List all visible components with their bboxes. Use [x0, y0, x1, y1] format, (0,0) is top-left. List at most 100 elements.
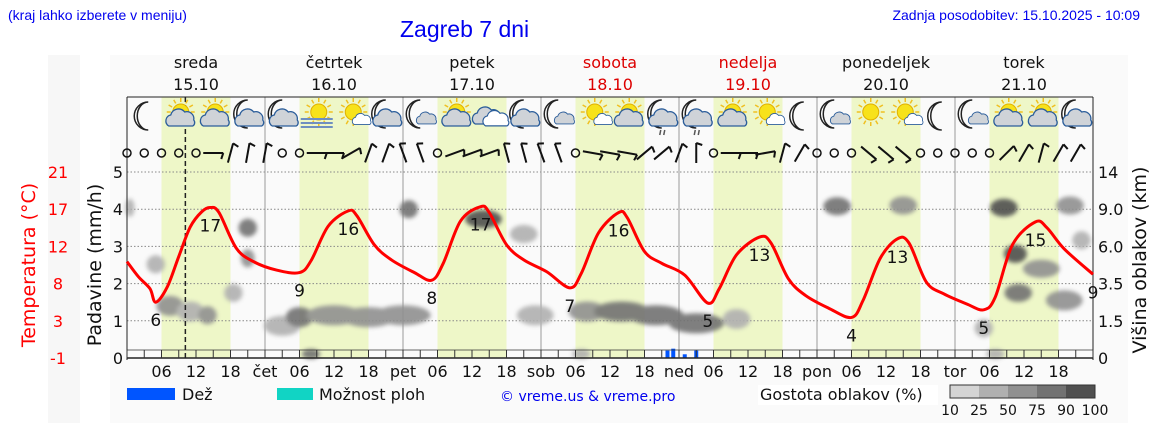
wind-calm-icon: [156, 148, 167, 158]
wind-shaft: [262, 142, 268, 164]
moon-small-cloud-icon: [543, 99, 575, 129]
cloud-height-tick: 0: [1098, 349, 1108, 368]
sun-ray: [771, 99, 775, 104]
cloud-icon: [441, 108, 472, 127]
sun-cloud-icon: [993, 98, 1024, 127]
x-hour-label: 12: [462, 362, 482, 381]
precip-tick: 4: [113, 200, 123, 219]
cloud-height-tick: 3.5: [1098, 275, 1123, 294]
wind-shaft: [599, 150, 621, 156]
wind-barb: [537, 142, 544, 145]
cloud-legend-bg: [758, 385, 938, 405]
sun-ray: [340, 116, 345, 120]
sun-ray: [637, 104, 642, 108]
temperature-label: 13: [749, 246, 771, 266]
cloud-cell: [889, 196, 918, 215]
wind-shaft: [636, 145, 653, 161]
cloud-scale-swatch: [1037, 385, 1066, 398]
rain-legend-swatch: [127, 388, 175, 400]
wind-barb-icon: [860, 145, 878, 164]
wind-barb: [887, 158, 895, 164]
cloud-scale-swatch: [1008, 385, 1037, 398]
sun-ray: [357, 99, 361, 104]
wind-shaft: [582, 150, 603, 156]
cloud-icon: [648, 108, 679, 127]
x-hour-label: 06: [151, 362, 171, 381]
moon-icon: [133, 101, 149, 131]
wind-calm-icon: [191, 148, 201, 158]
sun-ray: [759, 120, 763, 125]
sun-ray: [345, 99, 349, 104]
wind-shaft: [755, 150, 776, 156]
sun-small-cloud-icon: [753, 98, 786, 126]
day-name: ponedeljek: [842, 53, 931, 72]
sun-small-cloud-icon: [339, 98, 372, 126]
temperature-axis-label: Temperatura (°C): [18, 183, 40, 348]
temperature-label: 5: [978, 319, 989, 339]
wind-barb: [784, 142, 791, 148]
temperature-label: 7: [564, 297, 575, 317]
wind-barb: [615, 154, 621, 161]
cloud-overcast-icon: [471, 106, 510, 127]
sun-ray: [1030, 104, 1035, 108]
cloud-icon: [268, 108, 299, 127]
sun-ray: [219, 99, 223, 104]
wind-barb-icon: [582, 150, 604, 161]
sun-ray: [1051, 104, 1056, 108]
x-day-label: pon: [802, 362, 832, 381]
day-name: torek: [1003, 53, 1045, 72]
cloud-cell: [176, 301, 205, 322]
temperature-label: 9: [1088, 283, 1099, 303]
sun-ray: [863, 120, 867, 125]
wind-shaft: [793, 143, 806, 163]
wind-barb: [633, 154, 638, 161]
wind-calm-icon: [570, 148, 581, 158]
wind-shaft: [479, 148, 499, 158]
x-hour-label: 06: [979, 362, 999, 381]
wind-calm-icon: [174, 148, 184, 158]
temperature-line: [125, 204, 1094, 320]
wind-calm-icon: [915, 148, 926, 158]
wind-shaft: [653, 145, 671, 161]
cloud-height-tick: 1.5: [1098, 312, 1123, 331]
wind-shaft: [553, 143, 563, 163]
wind-barb: [497, 149, 500, 156]
wind-shaft: [342, 147, 361, 159]
precip-bar: [682, 354, 687, 358]
cloud-icon: [553, 111, 575, 125]
sun-ray: [858, 104, 863, 108]
sun-ray: [587, 99, 591, 104]
sun-cloud-icon: [165, 98, 196, 127]
moon-icon: [819, 99, 835, 129]
wind-barb: [416, 142, 424, 145]
x-day-label: tor: [944, 362, 967, 381]
temperature-label: 17: [470, 216, 492, 236]
temperature-tick: 21: [48, 163, 68, 182]
moon-icon: [405, 99, 421, 129]
sun-ray: [759, 99, 763, 104]
wind-barb-icon: [342, 147, 363, 159]
wind-barb-icon: [636, 145, 656, 161]
wind-barb-icon: [203, 152, 225, 160]
sun-ray: [633, 99, 637, 104]
temperature-label: 15: [1025, 231, 1047, 251]
location-hint[interactable]: (kraj lahko izberete v meniju): [8, 7, 187, 23]
page-title: Zagreb 7 dni: [400, 16, 530, 42]
cloud-cell: [568, 301, 606, 322]
sun-icon: [310, 103, 328, 121]
sun-ray: [345, 120, 349, 125]
cloud-cell: [668, 313, 724, 334]
sun-ray: [361, 104, 366, 108]
temperature-label: 16: [338, 220, 360, 240]
wind-barb: [388, 142, 395, 149]
cloud-cell: [301, 349, 321, 359]
precip-tick: 5: [113, 163, 123, 182]
credit-link[interactable]: © vreme.us & vreme.pro: [500, 389, 675, 405]
day-name: sreda: [174, 53, 218, 72]
sun-cloud-icon: [199, 98, 230, 127]
sun-ray: [897, 99, 901, 104]
wind-calm-icon: [432, 148, 443, 158]
cloud-cell: [986, 349, 1005, 359]
wind-shaft: [381, 143, 391, 163]
sun-ray: [1017, 104, 1022, 108]
